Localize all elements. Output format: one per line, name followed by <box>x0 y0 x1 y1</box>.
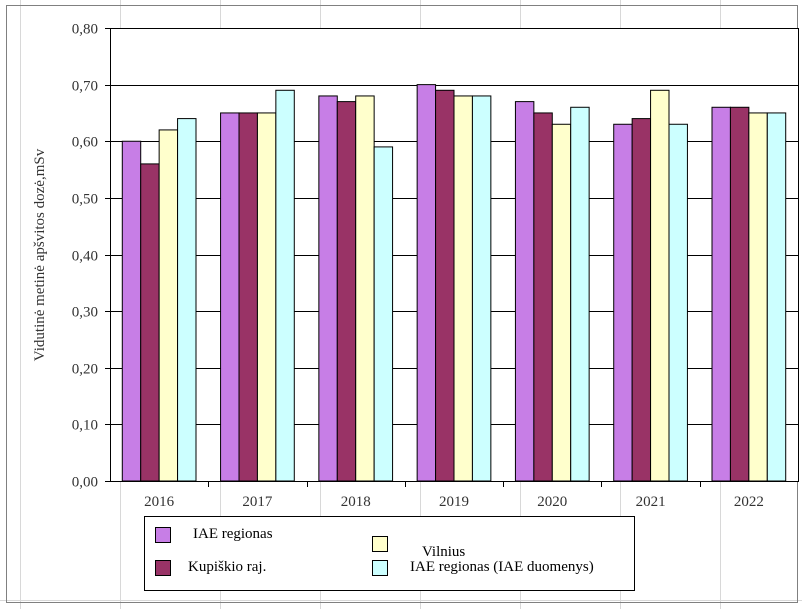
legend-item-iae-regionas: IAE regionas <box>155 526 273 543</box>
bar <box>613 123 633 482</box>
x-tick-label: 2016 <box>144 494 175 510</box>
bar <box>416 84 437 482</box>
bar <box>256 112 277 482</box>
bar <box>220 112 240 482</box>
bar <box>238 112 258 482</box>
legend-swatch <box>155 559 171 576</box>
bar <box>668 123 688 482</box>
y-tick-label: 0,10 <box>72 418 98 434</box>
bar <box>650 89 670 482</box>
bar <box>275 89 295 482</box>
bar <box>471 95 492 482</box>
y-axis-label: Vidutinė metinė apšvitos dozė,mSv <box>32 148 48 361</box>
bar <box>177 118 197 482</box>
y-tick-label: 0,60 <box>72 135 98 151</box>
legend-item-iae-duomenys: IAE regionas (IAE duomenys) <box>372 559 594 576</box>
y-tick-label: 0,80 <box>72 22 98 38</box>
y-tick-label: 0,50 <box>72 192 98 208</box>
legend-label: Kupiškio raj. <box>188 559 267 575</box>
legend-label: IAE regionas <box>193 526 273 542</box>
bar <box>748 112 768 482</box>
bar <box>711 106 731 482</box>
bar <box>453 95 473 482</box>
bar <box>158 129 179 482</box>
y-tick-label: 0,30 <box>72 305 98 321</box>
y-axis-ticks: 0,00 0,10 0,20 0,30 0,40 0,50 0,60 0,70 0,80 <box>72 22 110 491</box>
bar <box>729 106 750 482</box>
x-axis-ticks: 2016 2017 2018 2019 2020 2021 2022 <box>144 481 764 510</box>
legend-swatch <box>372 559 388 576</box>
y-tick-label: 0,20 <box>72 362 98 378</box>
x-tick-label: 2018 <box>341 494 371 510</box>
bars <box>121 84 787 482</box>
bar <box>336 101 357 482</box>
bar <box>570 106 590 482</box>
y-tick-label: 0,00 <box>72 475 98 491</box>
legend: IAE regionas Kupiškio raj. Vilnius IAE r… <box>144 516 635 591</box>
bar <box>514 101 535 482</box>
y-tick-label: 0,70 <box>72 79 98 95</box>
bar <box>533 112 553 482</box>
legend-label: IAE regionas (IAE duomenys) <box>410 559 594 575</box>
bar <box>766 112 787 482</box>
x-tick-label: 2019 <box>439 494 469 510</box>
x-tick-label: 2022 <box>734 494 764 510</box>
bar <box>551 123 572 482</box>
bar <box>631 118 652 482</box>
bar <box>121 140 142 482</box>
x-tick-label: 2021 <box>636 494 666 510</box>
x-tick-label: 2020 <box>537 494 567 510</box>
legend-swatch <box>155 526 171 543</box>
bar <box>355 95 375 482</box>
y-tick-label: 0,40 <box>72 249 98 265</box>
legend-swatch <box>372 535 388 552</box>
bar <box>140 163 160 482</box>
bar <box>373 146 394 482</box>
legend-item-vilnius: Vilnius <box>372 526 465 561</box>
legend-label: Vilnius <box>422 544 466 560</box>
legend-item-kupiskio: Kupiškio raj. <box>155 559 266 576</box>
x-tick-label: 2017 <box>242 494 273 510</box>
bar <box>318 95 338 482</box>
bar <box>435 89 455 482</box>
